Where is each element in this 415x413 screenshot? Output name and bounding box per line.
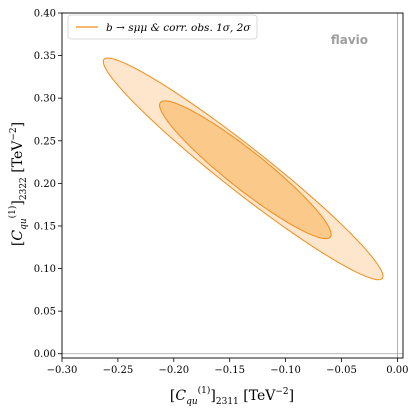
y-axis-ticks: 0.00 0.05 0.10 0.15 0.20 0.25 0.30 0.35 0.40 — [34, 9, 62, 360]
x-axis-ticks: −0.30 −0.25 −0.20 −0.15 −0.10 −0.05 0.00 — [47, 358, 409, 376]
x-tick-label: −0.30 — [47, 365, 78, 376]
y-tick-label: 0.05 — [34, 307, 56, 318]
y-tick-label: 0.15 — [34, 221, 56, 232]
y-tick-label: 0.00 — [34, 349, 56, 360]
legend-label: b → sμμ & corr. obs. 1σ, 2σ — [106, 22, 251, 34]
x-tick-label: −0.10 — [270, 365, 301, 376]
x-tick-label: −0.05 — [326, 365, 357, 376]
y-axis-label: [Cqu(1)]2322 [TeV−2] — [7, 122, 29, 246]
y-tick-label: 0.20 — [34, 179, 56, 190]
x-tick-label: −0.15 — [214, 365, 245, 376]
contour-1sigma — [159, 100, 332, 240]
x-tick-label: −0.20 — [158, 365, 189, 376]
y-tick-label: 0.35 — [34, 51, 56, 62]
svg-text:[Cqu(1)]2322 [TeV−2]: [Cqu(1)]2322 [TeV−2] — [7, 122, 29, 246]
legend: b → sμμ & corr. obs. 1σ, 2σ — [67, 14, 258, 40]
legend-box — [67, 14, 258, 40]
x-tick-label: 0.00 — [386, 365, 408, 376]
svg-text:[Cqu(1)]2311 [TeV−2]: [Cqu(1)]2311 [TeV−2] — [170, 385, 294, 407]
y-tick-label: 0.10 — [34, 264, 56, 275]
y-tick-label: 0.25 — [34, 136, 56, 147]
x-axis-label: [Cqu(1)]2311 [TeV−2] — [170, 385, 294, 407]
x-tick-label: −0.25 — [103, 365, 134, 376]
plot-frame — [61, 12, 404, 359]
y-tick-label: 0.40 — [34, 9, 56, 20]
flavio-watermark: flavio — [331, 33, 368, 47]
y-tick-label: 0.30 — [34, 94, 56, 105]
